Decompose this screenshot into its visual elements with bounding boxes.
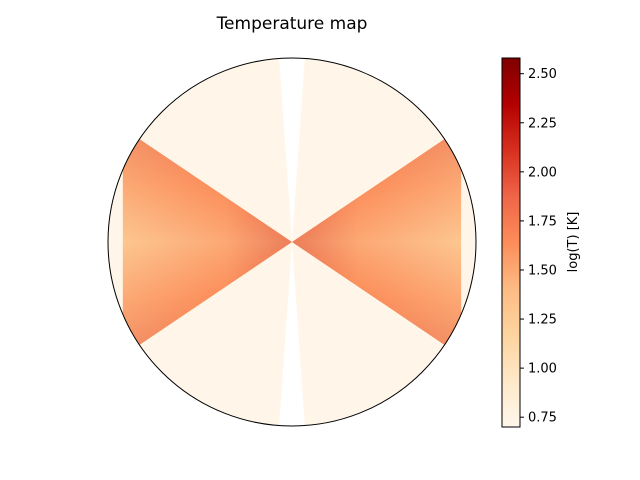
wedge-left — [122, 127, 292, 357]
polar-plot — [108, 58, 476, 426]
chart-title: Temperature map — [216, 14, 368, 34]
colorbar-tick-label: 1.75 — [528, 214, 557, 229]
colorbar-frame — [501, 57, 521, 428]
colorbar-tick-label: 2.00 — [528, 165, 557, 180]
colorbar-label: log(T) [K] — [566, 212, 581, 273]
colorbar-ticks: 0.75 1.00 1.25 1.50 1.75 2.00 2.25 2.50 — [520, 67, 557, 426]
polar-gap-top — [277, 58, 307, 242]
polar-gap-bottom — [277, 242, 307, 426]
colorbar-tick-label: 2.50 — [528, 67, 557, 82]
colorbar-tick-label: 1.50 — [528, 263, 557, 278]
wedge-right — [292, 127, 462, 357]
colorbar-tick-label: 1.25 — [528, 313, 557, 328]
colorbar: 0.75 1.00 1.25 1.50 1.75 2.00 2.25 2.50 log(T) … — [501, 57, 581, 428]
colorbar-fill — [502, 58, 520, 427]
plot-boundary — [107, 57, 477, 427]
colorbar-tick-label: 1.00 — [528, 362, 557, 377]
colorbar-tick-label: 0.75 — [528, 411, 557, 426]
colorbar-tick-label: 2.25 — [528, 116, 557, 131]
